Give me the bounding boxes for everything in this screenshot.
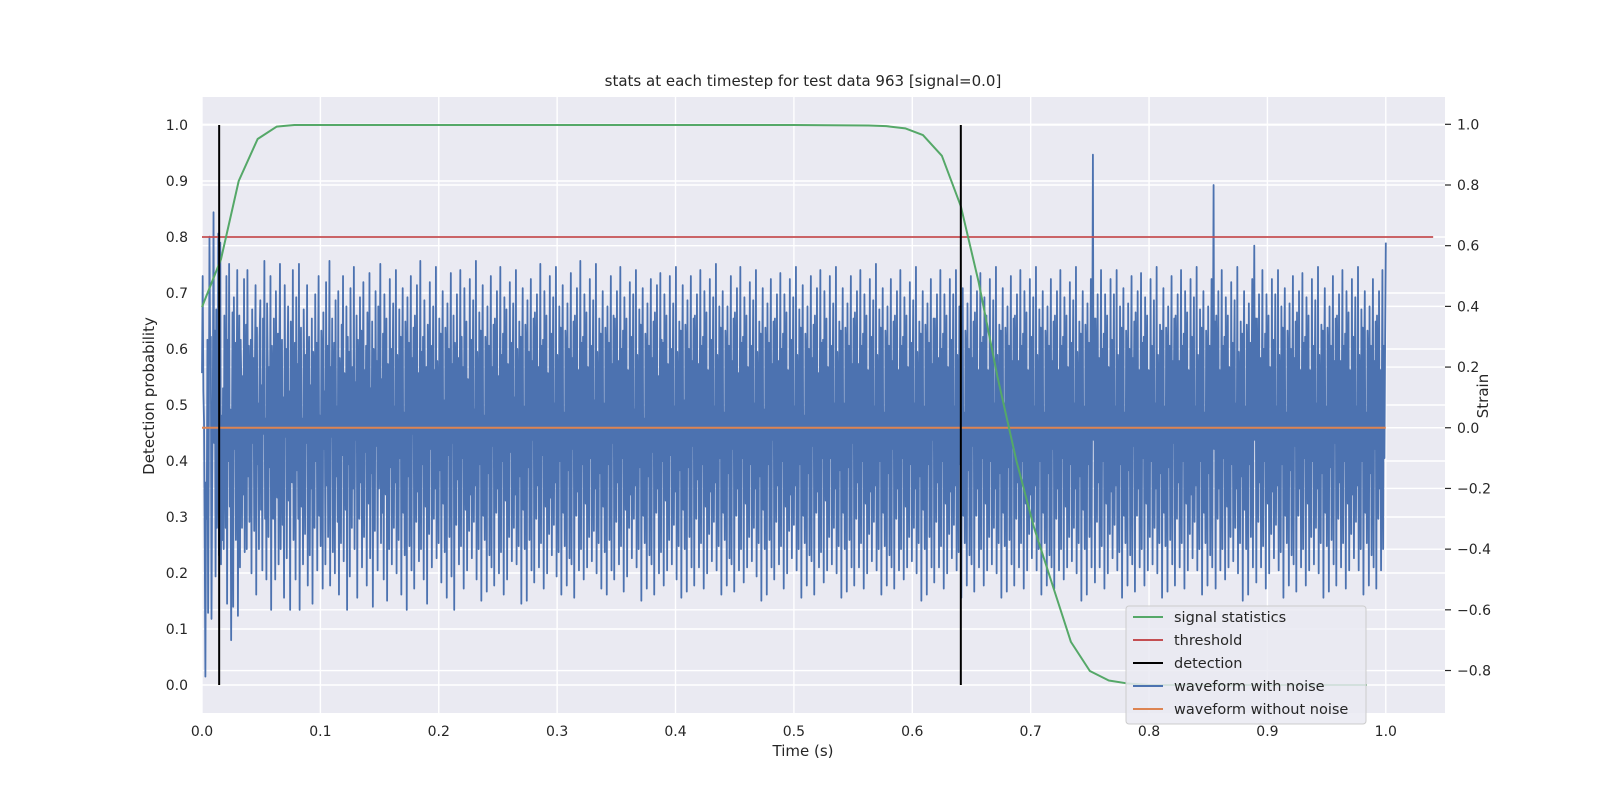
x-tick-label: 0.1 <box>309 724 331 740</box>
x-tick-label: 1.0 <box>1375 724 1397 740</box>
y-tick-label: 0.2 <box>166 566 188 582</box>
ticks: 0.0 0.1 0.2 0.3 0.4 0.5 0.6 0.7 0.8 0.9 1.0 0.0 0.1 0… <box>166 117 1491 740</box>
y2-tick-label: −0.8 <box>1457 664 1491 680</box>
y2-tick-label: −0.4 <box>1457 542 1491 558</box>
x-tick-label: 0.0 <box>191 724 213 740</box>
series-line-waveform-with-noise <box>201 153 1387 678</box>
y-tick-label: 0.9 <box>166 174 188 190</box>
x-tick-label: 0.4 <box>664 724 686 740</box>
y2-tick-label: 0.8 <box>1457 178 1479 194</box>
x-tick-label: 0.5 <box>783 724 805 740</box>
y2-tick-label: 0.6 <box>1457 239 1479 255</box>
x-tick-label: 0.7 <box>1020 724 1042 740</box>
y-tick-label: 0.5 <box>166 398 188 414</box>
y2-tick-label: 0.2 <box>1457 360 1479 376</box>
y-tick-label: 0.3 <box>166 510 188 526</box>
y-axis-label: Detection probability <box>140 317 158 475</box>
y2-tick-label: 1.0 <box>1457 117 1479 133</box>
y-tick-label: 0.4 <box>166 454 188 470</box>
y-tick-label: 1.0 <box>166 118 188 134</box>
x-tick-label: 0.3 <box>546 724 568 740</box>
legend-label-threshold: threshold <box>1174 633 1242 649</box>
y2-tick-label: −0.2 <box>1457 481 1491 497</box>
x-tick-label: 0.2 <box>428 724 450 740</box>
legend: signal statistics threshold detection wa… <box>1125 605 1367 725</box>
x-axis-label: Time (s) <box>772 742 834 760</box>
y-tick-label: 0.1 <box>166 622 188 638</box>
y-tick-label: 0.7 <box>166 286 188 302</box>
y2-tick-label: 0.0 <box>1457 421 1479 437</box>
y2-axis-label: Strain <box>1474 374 1492 418</box>
x-tick-label: 0.8 <box>1138 724 1160 740</box>
legend-label-waveform-with-noise: waveform with noise <box>1174 679 1325 695</box>
legend-box <box>1125 605 1367 725</box>
y2-tick-label: −0.6 <box>1457 603 1491 619</box>
legend-label-detection: detection <box>1174 656 1242 672</box>
y-tick-label: 0.6 <box>166 342 188 358</box>
x-tick-label: 0.6 <box>901 724 923 740</box>
chart-title: stats at each timestep for test data 963… <box>605 72 1002 90</box>
y-tick-label: 0.8 <box>166 230 188 246</box>
y-tick-label: 0.0 <box>166 678 188 694</box>
legend-label-signal-statistics: signal statistics <box>1174 610 1286 626</box>
x-tick-label: 0.9 <box>1256 724 1278 740</box>
legend-label-waveform-without-noise: waveform without noise <box>1174 702 1348 718</box>
y2-tick-label: 0.4 <box>1457 299 1479 315</box>
series-layer <box>201 124 1434 686</box>
